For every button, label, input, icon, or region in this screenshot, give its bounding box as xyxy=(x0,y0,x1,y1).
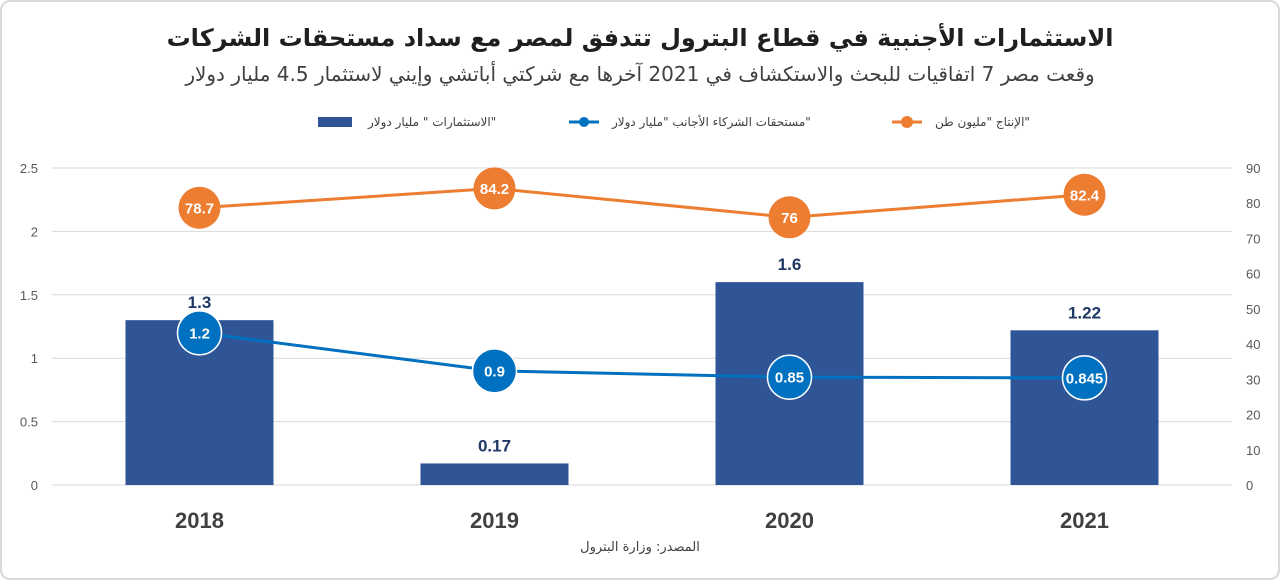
dues-point-label: 0.85 xyxy=(775,370,804,387)
y-left-tick-label: 0.5 xyxy=(20,415,38,430)
y-right-tick-label: 60 xyxy=(1246,267,1260,282)
dues-point xyxy=(1061,355,1108,401)
y-right-tick-label: 20 xyxy=(1246,408,1260,423)
bar xyxy=(1010,330,1159,485)
source-note: المصدر: وزارة البترول xyxy=(580,540,700,555)
chart-subtitle: وقعت مصر 7 اتفاقيات للبحث والاستكشاف في … xyxy=(185,62,1095,86)
legend-marker-dues xyxy=(579,117,589,127)
legend-label-bars: الاستثمارات " مليار دولار" xyxy=(367,115,496,130)
bar-value-label: 1.3 xyxy=(188,293,212,312)
legend-label-dues: مستحقات الشركاء الأجانب "مليار دولار" xyxy=(611,114,811,130)
production-point xyxy=(768,196,811,239)
production-point xyxy=(473,167,516,210)
bar-value-label: 0.17 xyxy=(478,436,511,455)
production-point-label: 76 xyxy=(781,210,798,227)
production-point-label: 82.4 xyxy=(1070,187,1100,204)
dues-point xyxy=(766,354,813,400)
production-point-label: 78.7 xyxy=(185,200,214,217)
dues-point-label: 0.9 xyxy=(484,363,505,380)
y-right-tick-label: 50 xyxy=(1246,302,1260,317)
y-left-tick-label: 1 xyxy=(31,351,38,366)
production-point xyxy=(1063,173,1106,216)
production-point xyxy=(178,186,221,229)
bar xyxy=(420,463,569,485)
legend-label-production: الإنتاج "مليون طن" xyxy=(935,115,1030,130)
chart-title: الاستثمارات الأجنبية في قطاع البترول تتد… xyxy=(166,24,1114,52)
y-left-tick-label: 1.5 xyxy=(20,288,38,303)
y-right-tick-label: 80 xyxy=(1246,196,1260,211)
bar-value-label: 1.6 xyxy=(778,255,802,274)
y-left-tick-label: 0 xyxy=(31,478,38,493)
dues-point xyxy=(176,310,223,356)
dues-line xyxy=(199,331,1085,380)
y-right-tick-label: 90 xyxy=(1246,161,1260,176)
legend-marker-production xyxy=(901,116,913,128)
x-tick-label: 2021 xyxy=(1060,508,1109,533)
y-left-tick-label: 2 xyxy=(31,224,38,239)
y-right-tick-label: 0 xyxy=(1246,478,1253,493)
x-tick-label: 2018 xyxy=(175,508,224,533)
y-right-tick-label: 70 xyxy=(1246,231,1260,246)
y-right-tick-label: 40 xyxy=(1246,337,1260,352)
production-line xyxy=(199,186,1085,219)
bar-value-label: 1.22 xyxy=(1068,303,1101,322)
x-tick-label: 2020 xyxy=(765,508,814,533)
x-tick-label: 2019 xyxy=(470,508,519,533)
y-right-tick-label: 10 xyxy=(1246,443,1260,458)
y-right-tick-label: 30 xyxy=(1246,372,1260,387)
dues-point-label: 0.845 xyxy=(1066,370,1104,387)
y-left-tick-label: 2.5 xyxy=(20,161,38,176)
production-point-label: 84.2 xyxy=(480,181,509,198)
dues-point xyxy=(471,348,518,394)
legend-swatch-bars xyxy=(318,117,352,127)
dues-point-label: 1.2 xyxy=(189,325,210,342)
